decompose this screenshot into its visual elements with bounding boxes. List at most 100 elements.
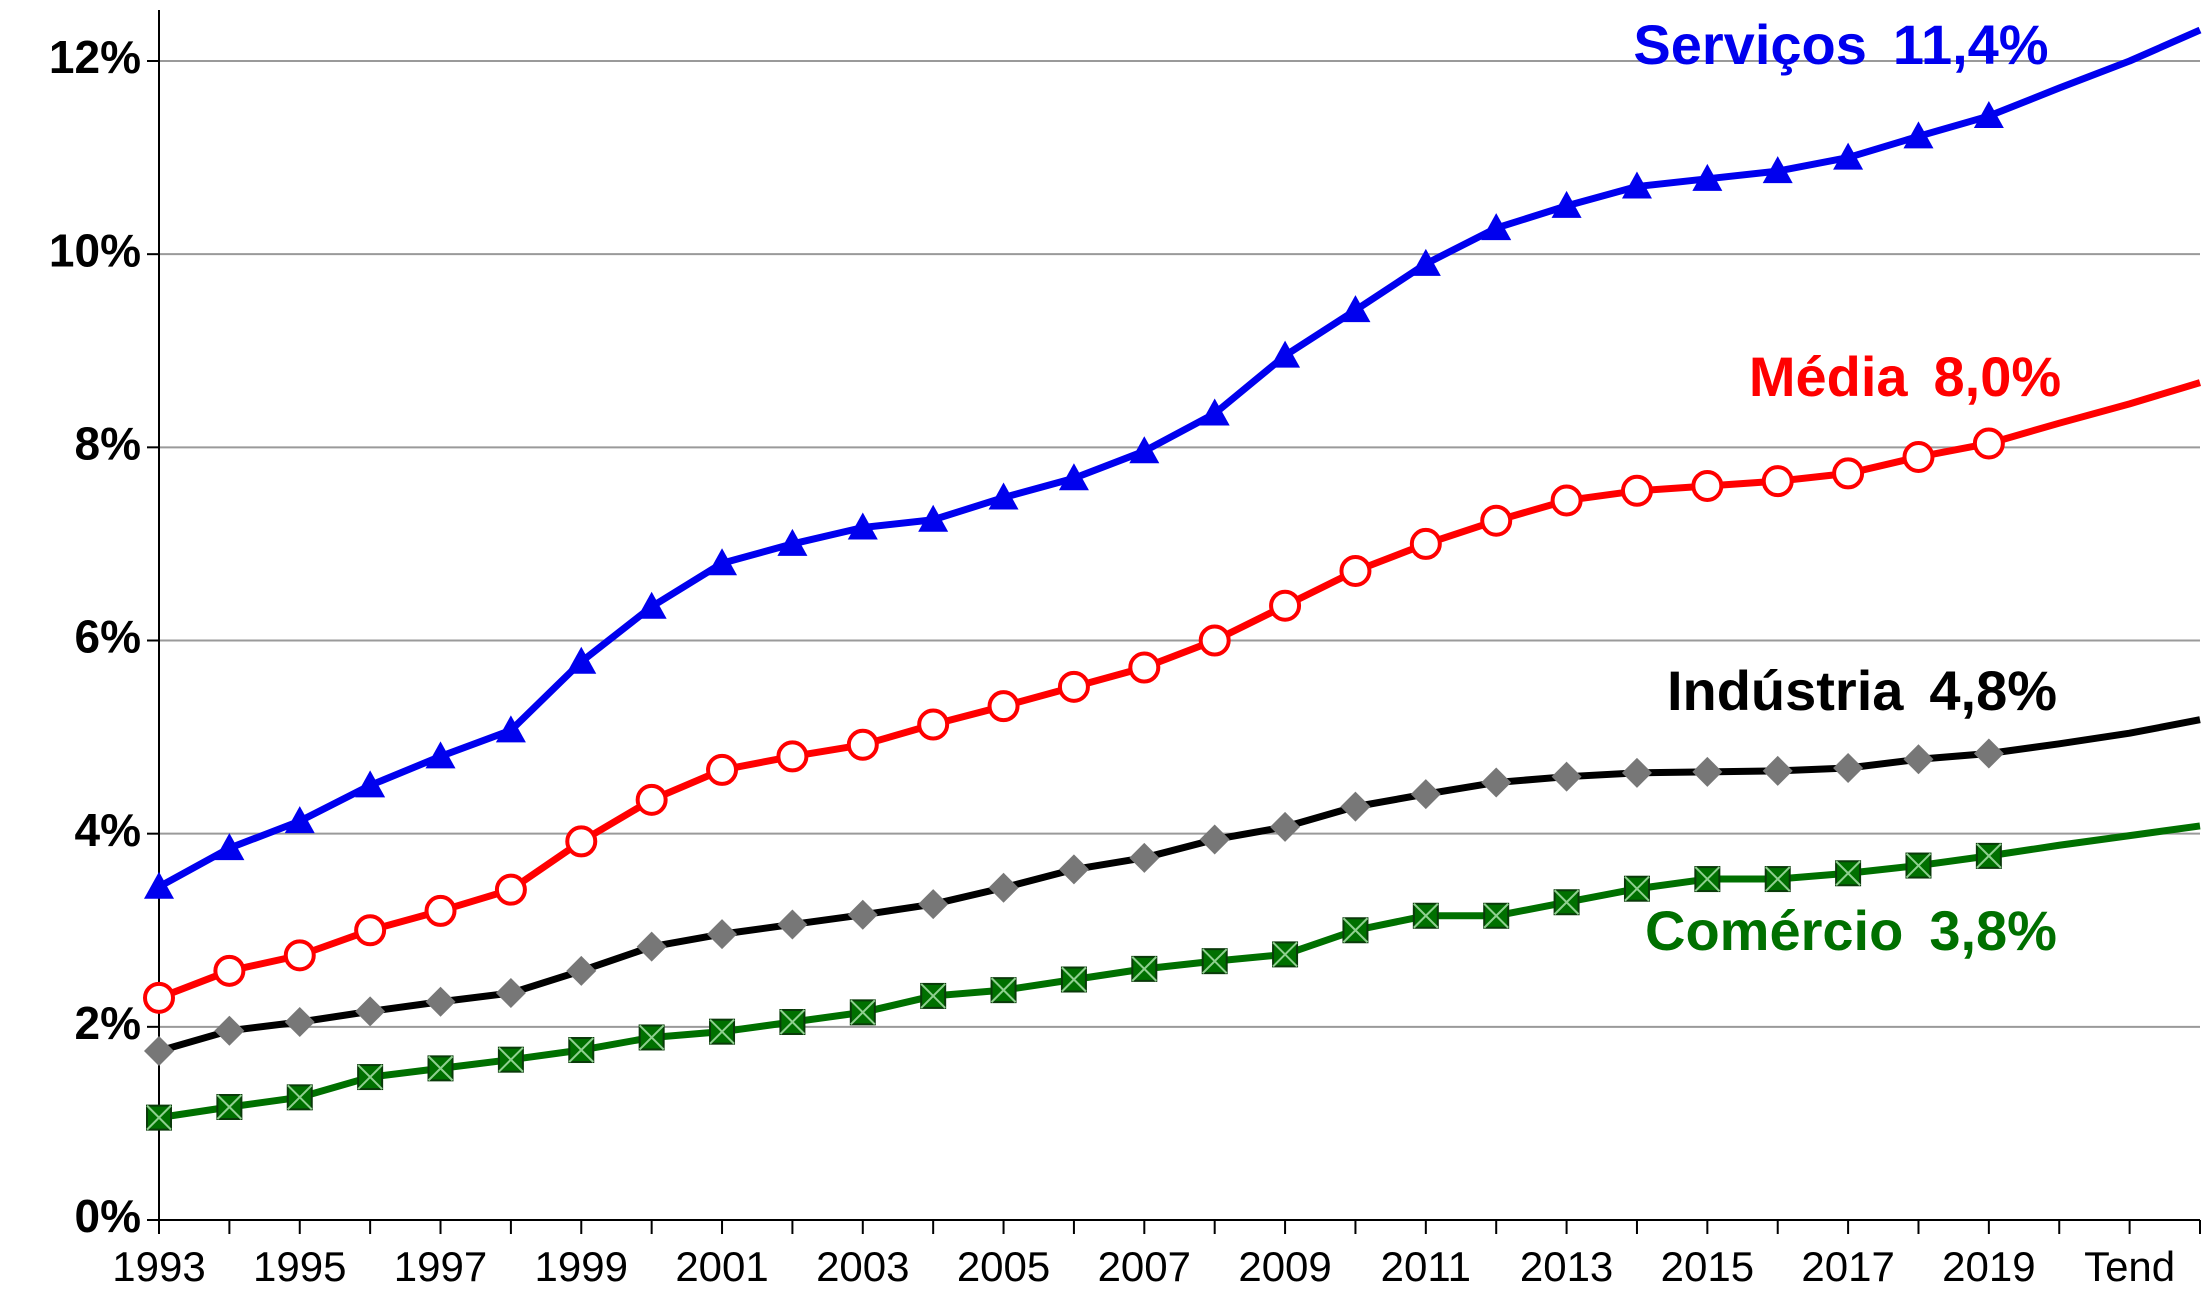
marker-cross <box>1061 966 1087 993</box>
marker-cross <box>1131 956 1158 982</box>
marker <box>779 1009 806 1036</box>
marker <box>1410 779 1441 810</box>
trend-line <box>1988 716 2201 757</box>
marker <box>1481 213 1512 241</box>
marker-cross <box>1413 903 1439 929</box>
marker <box>284 806 315 834</box>
marker <box>918 889 949 920</box>
marker <box>1339 554 1372 587</box>
marker <box>354 914 387 947</box>
marker <box>1835 860 1862 887</box>
marker <box>635 783 668 816</box>
series-name: Serviços <box>1633 13 1867 76</box>
marker-cross <box>1694 866 1721 892</box>
marker <box>777 528 808 556</box>
x-tick-label: Tend <box>2084 1243 2175 1290</box>
marker <box>1761 465 1794 498</box>
x-tick-label: 2003 <box>816 1243 909 1290</box>
marker <box>707 548 738 576</box>
x-tick-label: 1993 <box>112 1243 205 1290</box>
x-tick-label: 2013 <box>1520 1243 1613 1290</box>
marker <box>1199 398 1230 426</box>
marker <box>144 1035 174 1066</box>
marker <box>1692 163 1723 191</box>
marker <box>566 955 597 986</box>
marker-cross <box>498 1046 524 1073</box>
marker <box>777 909 808 940</box>
marker <box>1550 484 1583 517</box>
x-tick-label: 2007 <box>1098 1243 1191 1290</box>
marker <box>214 1015 245 1046</box>
series-name: Média <box>1749 345 1909 408</box>
marker-cross <box>1201 948 1228 974</box>
marker <box>776 740 809 773</box>
marker <box>284 1007 315 1038</box>
marker <box>1903 744 1934 775</box>
marker <box>1903 121 1934 149</box>
marker <box>1201 948 1228 975</box>
marker-cross <box>1835 860 1861 886</box>
x-tick-label: 2015 <box>1661 1243 1754 1290</box>
marker <box>355 996 386 1027</box>
marker <box>286 1084 313 1111</box>
marker <box>709 1018 736 1045</box>
marker <box>1270 340 1301 368</box>
x-tick-label: 2001 <box>675 1243 768 1290</box>
series-label: Serviços 11,4% <box>1633 13 2048 76</box>
marker <box>1340 791 1371 822</box>
marker <box>920 982 947 1009</box>
marker <box>1833 752 1864 783</box>
marker-cross <box>638 1024 665 1051</box>
marker <box>1972 427 2005 460</box>
series-end-value: 3,8% <box>1929 899 2057 962</box>
x-tick-label: 1997 <box>394 1243 487 1290</box>
marker <box>355 770 386 798</box>
marker <box>1129 436 1160 464</box>
marker <box>495 978 526 1009</box>
marker <box>918 504 949 532</box>
marker <box>988 482 1019 510</box>
marker <box>1057 670 1090 703</box>
series-label: Indústria 4,8% <box>1667 659 2057 722</box>
x-tick-label: 2019 <box>1942 1243 2035 1290</box>
marker <box>568 1037 595 1064</box>
marker <box>1553 889 1580 916</box>
marker <box>494 873 527 906</box>
marker <box>283 939 316 972</box>
marker <box>1060 966 1087 993</box>
marker <box>1340 295 1371 323</box>
marker <box>1342 917 1369 944</box>
marker <box>1973 101 2004 129</box>
marker <box>1058 854 1089 885</box>
marker <box>357 1064 384 1091</box>
marker <box>1480 504 1513 537</box>
marker <box>425 986 456 1017</box>
marker-cross <box>779 1009 806 1035</box>
marker <box>1128 651 1161 684</box>
marker <box>1621 171 1652 199</box>
x-tick-label: 1995 <box>253 1243 346 1290</box>
marker-cross <box>1765 866 1791 892</box>
marker <box>1269 589 1302 622</box>
marker-cross <box>216 1094 243 1120</box>
marker <box>1902 440 1935 473</box>
marker <box>1199 824 1230 855</box>
series-label: Comércio 3,8% <box>1645 899 2057 962</box>
marker <box>1833 142 1864 170</box>
marker-cross <box>1342 917 1369 943</box>
trend-line <box>1987 379 2202 447</box>
x-tick-label: 2017 <box>1801 1243 1894 1290</box>
marker <box>424 894 457 927</box>
marker <box>144 871 174 899</box>
marker <box>847 899 878 930</box>
y-tick-label: 6% <box>75 611 141 663</box>
marker <box>214 833 245 861</box>
marker <box>1272 941 1299 968</box>
marker-cross <box>709 1018 735 1045</box>
marker-cross <box>1976 843 2002 869</box>
marker <box>143 981 175 1014</box>
marker <box>1621 757 1652 788</box>
series-name: Comércio <box>1645 899 1903 962</box>
x-tick-label: 1999 <box>535 1243 628 1290</box>
